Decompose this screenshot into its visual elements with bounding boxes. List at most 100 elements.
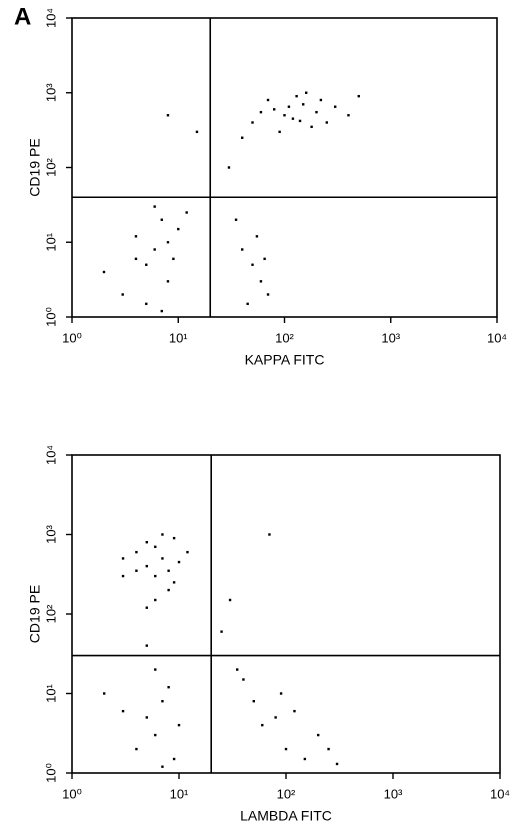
y-axis-title: CD19 PE <box>27 585 43 643</box>
dot <box>145 564 148 568</box>
dot <box>154 733 157 737</box>
dot <box>161 557 164 560</box>
dot <box>145 644 148 647</box>
dot <box>228 598 232 602</box>
dot <box>195 130 199 134</box>
dot <box>186 550 189 554</box>
x-tick-label: 10² <box>275 330 294 345</box>
dot <box>121 293 124 296</box>
dot <box>302 103 305 106</box>
x-axis-title: KAPPA FITC <box>245 352 325 368</box>
dot <box>357 94 360 98</box>
y-tick-label: 10³ <box>43 83 58 102</box>
dot <box>333 105 337 108</box>
dot <box>145 606 148 609</box>
dot <box>166 280 170 283</box>
y-tick-label: 10³ <box>43 524 58 543</box>
dot <box>134 257 138 261</box>
dot <box>273 108 276 111</box>
dot <box>161 700 164 703</box>
y-axis-title: CD19 PE <box>27 138 43 196</box>
x-tick-label: 10⁴ <box>490 786 510 801</box>
dot <box>279 692 283 695</box>
dot <box>102 270 106 274</box>
dot <box>251 263 254 266</box>
dot <box>227 166 231 169</box>
dot <box>278 130 281 134</box>
dot <box>172 581 176 584</box>
y-tick-label: 10² <box>43 604 58 623</box>
dot <box>274 716 277 719</box>
dot <box>317 733 320 737</box>
dot <box>167 686 170 689</box>
dot <box>266 98 270 102</box>
panel-label: A <box>14 3 31 30</box>
y-tick-label: 10¹ <box>43 683 58 702</box>
x-tick-label: 10² <box>277 786 296 801</box>
dot <box>167 569 170 572</box>
dot <box>259 280 263 283</box>
dot <box>241 136 244 139</box>
dot <box>145 263 148 266</box>
dot <box>166 241 170 244</box>
dot <box>121 574 125 578</box>
dot <box>161 765 164 768</box>
dot <box>134 235 138 238</box>
dot <box>283 114 286 117</box>
dot <box>160 309 163 313</box>
dot <box>135 550 138 554</box>
dot <box>177 227 180 231</box>
dot <box>145 541 148 544</box>
dot <box>153 248 156 251</box>
plot-frame <box>71 454 501 774</box>
dot <box>255 235 259 238</box>
dot <box>145 302 148 306</box>
dot <box>161 533 164 536</box>
y-tick-label: 10² <box>43 157 58 176</box>
dot <box>266 293 270 296</box>
dot <box>135 569 138 572</box>
x-axis-title: LAMBDA FITC <box>240 808 332 824</box>
dot <box>121 557 125 560</box>
dot <box>154 574 157 578</box>
dot <box>172 757 176 761</box>
dot <box>259 110 263 114</box>
dot <box>154 598 157 602</box>
x-tick-label: 10¹ <box>170 786 189 801</box>
dot <box>325 121 328 124</box>
dot <box>154 668 157 671</box>
dot <box>310 125 313 129</box>
dot <box>185 211 188 214</box>
dot <box>295 94 298 98</box>
y-tick-label: 10¹ <box>43 232 58 251</box>
dot <box>160 218 163 221</box>
y-tick-label: 10⁰ <box>43 763 58 783</box>
dot <box>167 588 170 592</box>
dot <box>154 545 157 549</box>
dot <box>220 630 223 633</box>
dot <box>234 218 238 221</box>
dot <box>251 121 254 124</box>
x-tick-label: 10⁰ <box>62 330 82 345</box>
dot <box>327 747 330 751</box>
dot <box>246 302 249 306</box>
y-tick-label: 10⁴ <box>43 8 58 28</box>
x-tick-label: 10³ <box>381 330 400 345</box>
dot <box>172 536 176 540</box>
x-tick-label: 10⁰ <box>62 786 82 801</box>
dot <box>241 248 244 251</box>
dot <box>172 257 175 261</box>
y-tick-label: 10⁰ <box>43 307 58 327</box>
dot <box>166 114 170 117</box>
dot <box>252 700 255 703</box>
x-tick-label: 10⁴ <box>487 330 507 345</box>
x-tick-label: 10¹ <box>169 330 188 345</box>
dot <box>319 98 323 102</box>
dot <box>287 105 291 108</box>
dot <box>145 716 148 719</box>
dot <box>304 91 308 94</box>
plot-frame <box>71 17 498 318</box>
dot <box>261 723 264 727</box>
dot <box>242 678 245 681</box>
